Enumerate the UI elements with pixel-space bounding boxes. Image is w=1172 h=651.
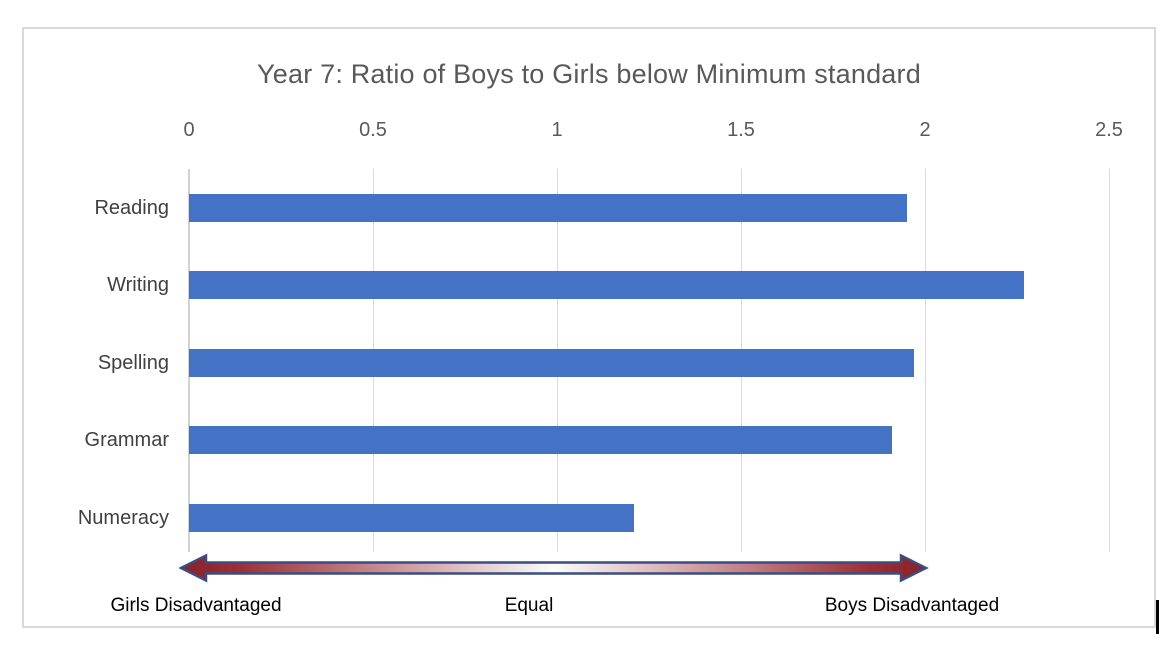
x-axis-tick-label: 0.5 — [359, 119, 387, 141]
category-label-numeracy: Numeracy — [77, 506, 169, 529]
annotation-girls-disadvantaged: Girls Disadvantaged — [110, 595, 282, 616]
chart-title: Year 7: Ratio of Boys to Girls below Min… — [257, 59, 921, 89]
bar-spelling[interactable] — [189, 348, 914, 377]
gridline — [1109, 169, 1110, 552]
text-cursor — [1156, 600, 1159, 634]
x-axis-tick-label: 2 — [919, 119, 931, 141]
plot-area: 0 0.5 1 1.5 2 2.5 Reading Writing Spelling Gramma… — [24, 29, 1154, 626]
category-label-writing: Writing — [107, 274, 169, 297]
bar-writing[interactable] — [189, 271, 1024, 300]
gridline — [925, 169, 926, 552]
category-label-grammar: Grammar — [84, 429, 169, 452]
category-label-reading: Reading — [94, 197, 169, 219]
x-axis-tick-label: 1 — [551, 119, 563, 141]
bar-numeracy[interactable] — [189, 503, 634, 532]
double-arrow-shape — [179, 553, 929, 583]
bar-grammar[interactable] — [189, 426, 892, 455]
annotation-equal: Equal — [504, 595, 554, 616]
annotation-boys-disadvantaged: Boys Disadvantaged — [824, 595, 1000, 616]
category-label-spelling: Spelling — [97, 351, 169, 374]
x-axis-tick-label: 1.5 — [727, 119, 755, 141]
chart-frame[interactable]: Year 7: Ratio of Boys to Girls below Min… — [22, 27, 1156, 628]
double-arrow — [179, 553, 929, 583]
x-axis-tick-label: 2.5 — [1095, 119, 1123, 141]
bar-reading[interactable] — [189, 194, 907, 222]
x-axis-tick-label: 0 — [183, 119, 195, 141]
